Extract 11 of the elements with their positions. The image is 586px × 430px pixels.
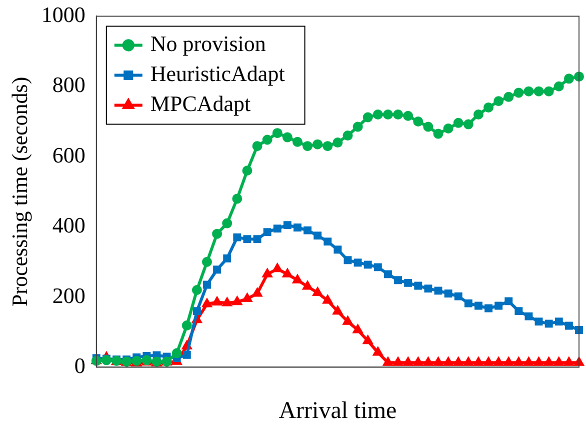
x-axis-title: Arrival time bbox=[278, 398, 397, 424]
legend-label: MPCAdapt bbox=[150, 90, 251, 116]
y-axis-title: Processing time (seconds) bbox=[6, 76, 32, 307]
y-tick-label: 600 bbox=[52, 142, 86, 168]
legend-label: HeuristicAdapt bbox=[150, 60, 285, 86]
y-tick-label: 0 bbox=[74, 352, 86, 378]
y-tick-label: 800 bbox=[52, 72, 86, 98]
y-tick-label: 400 bbox=[52, 212, 86, 238]
y-tick-label: 200 bbox=[52, 282, 86, 308]
y-tick-label: 1000 bbox=[41, 2, 86, 27]
legend-label: No provision bbox=[150, 30, 266, 56]
